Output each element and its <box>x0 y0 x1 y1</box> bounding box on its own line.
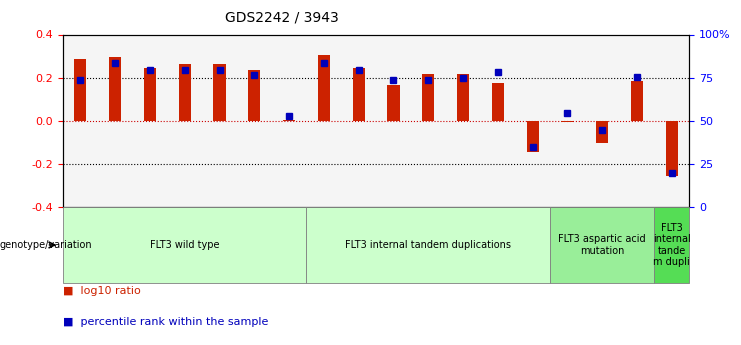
Bar <box>422 75 434 121</box>
FancyBboxPatch shape <box>307 207 550 283</box>
Bar <box>665 121 678 176</box>
Text: ■  percentile rank within the sample: ■ percentile rank within the sample <box>63 317 268 327</box>
Bar <box>596 121 608 144</box>
Bar <box>492 83 504 121</box>
Text: FLT3 aspartic acid
mutation: FLT3 aspartic acid mutation <box>559 234 646 256</box>
Bar <box>74 59 87 121</box>
Bar <box>457 75 469 121</box>
Bar <box>318 55 330 121</box>
Bar <box>353 68 365 121</box>
FancyBboxPatch shape <box>654 207 689 283</box>
Text: GDS2242 / 3943: GDS2242 / 3943 <box>225 10 339 24</box>
FancyBboxPatch shape <box>63 207 307 283</box>
Bar <box>283 120 295 121</box>
Bar <box>631 81 643 121</box>
Bar <box>248 70 260 121</box>
Text: FLT3
internal
tande
m dupli: FLT3 internal tande m dupli <box>653 223 691 267</box>
Bar <box>179 63 191 121</box>
FancyBboxPatch shape <box>550 207 654 283</box>
Text: FLT3 internal tandem duplications: FLT3 internal tandem duplications <box>345 240 511 250</box>
Bar <box>144 68 156 121</box>
Bar <box>109 57 122 121</box>
Text: ■  log10 ratio: ■ log10 ratio <box>63 286 141 296</box>
Text: genotype/variation: genotype/variation <box>0 240 93 250</box>
Bar <box>527 121 539 152</box>
Bar <box>561 121 574 122</box>
Bar <box>213 63 225 121</box>
Bar <box>388 85 399 121</box>
Text: FLT3 wild type: FLT3 wild type <box>150 240 219 250</box>
